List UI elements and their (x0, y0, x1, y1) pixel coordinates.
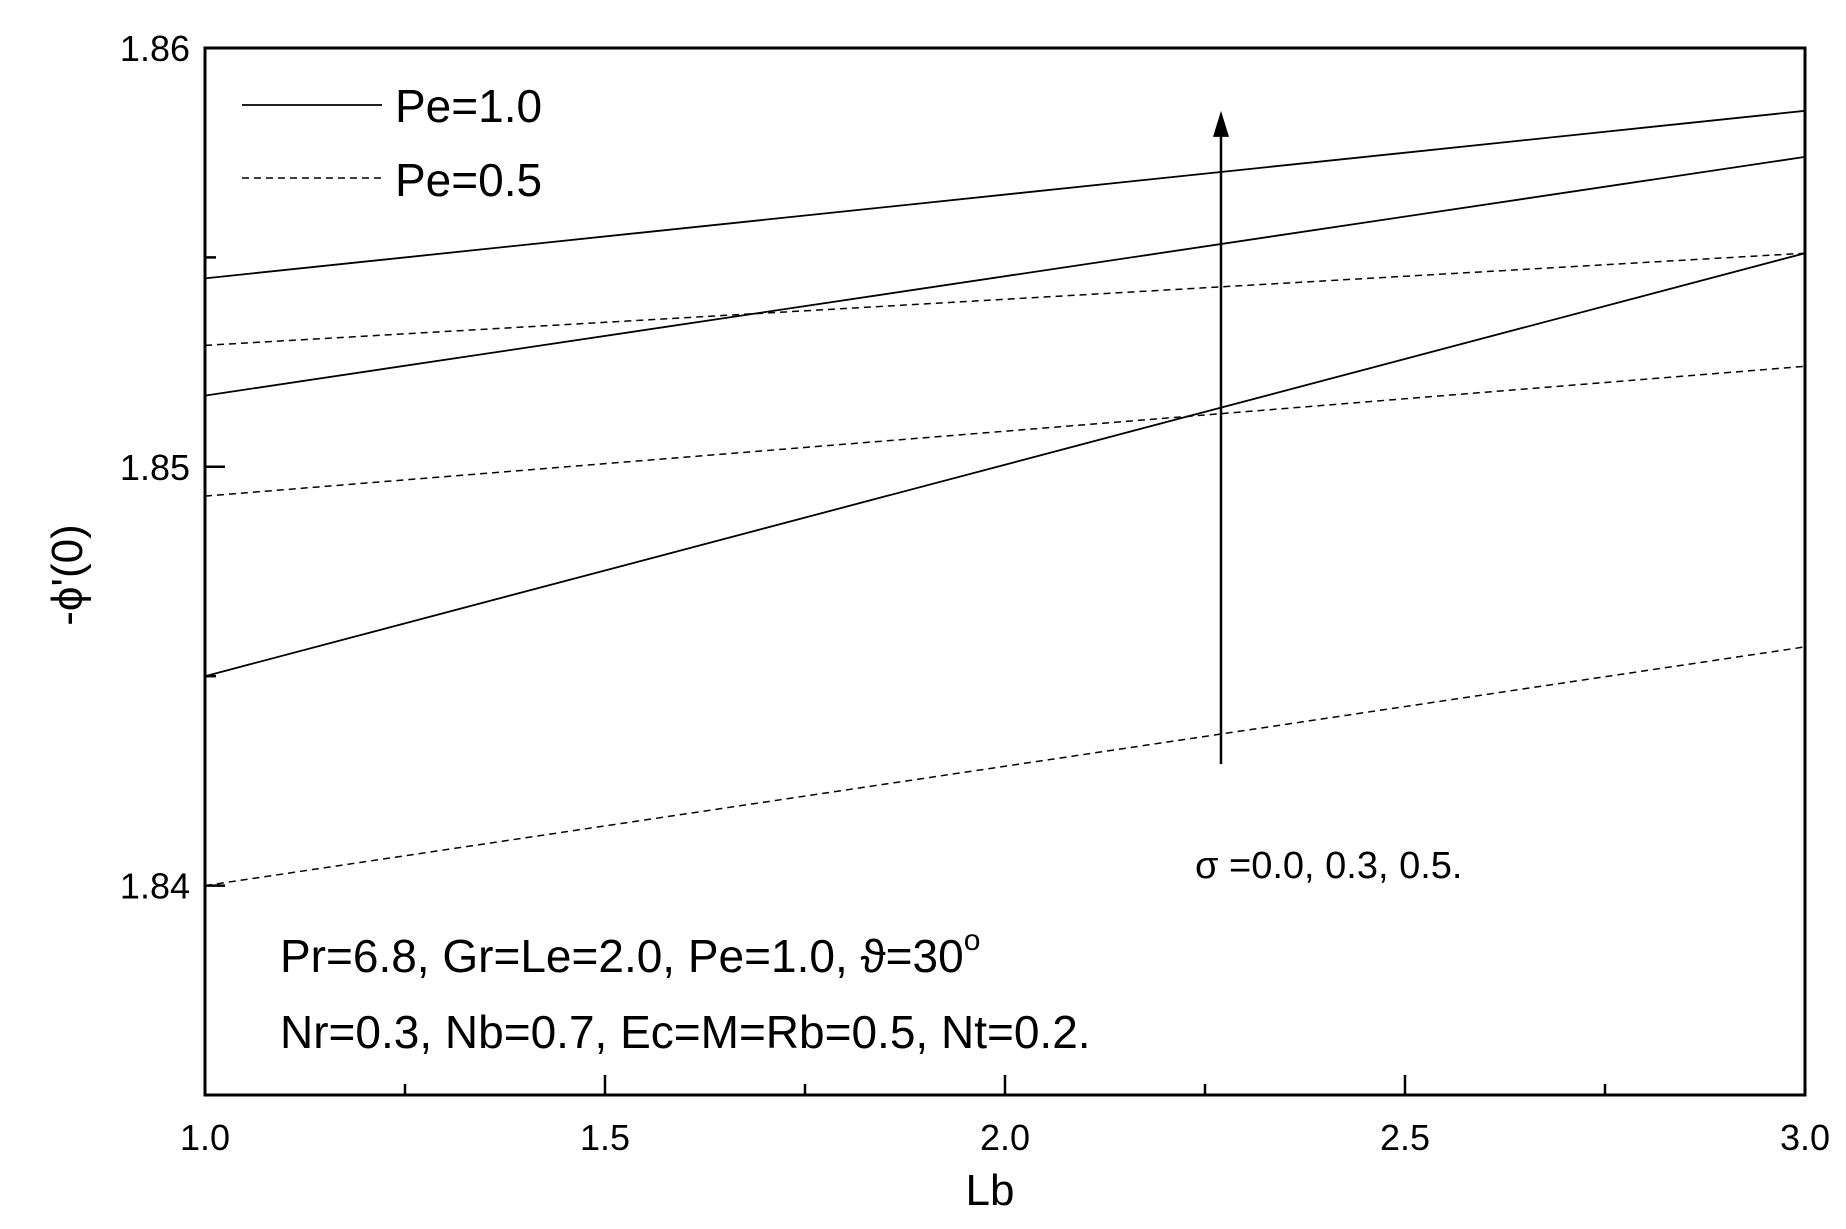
y-tick-label: 1.84 (120, 866, 190, 907)
series-line-pe10-sigma-00 (204, 252, 1806, 678)
legend: Pe=1.0 Pe=0.5 (242, 80, 542, 206)
x-tick-label: 2.0 (980, 1117, 1030, 1158)
x-tick-label: 1.5 (580, 1117, 630, 1158)
series-lines (204, 109, 1806, 887)
y-tick-label: 1.85 (120, 447, 190, 488)
y-axis-title: -ϕ'(0) (43, 524, 92, 625)
sigma-arrow-head (1213, 110, 1229, 137)
x-axis-title: Lb (966, 1166, 1015, 1215)
series-line-pe10-sigma-05 (204, 109, 1806, 280)
params-line-2: Nr=0.3, Nb=0.7, Ec=M=Rb=0.5, Nt=0.2. (280, 1006, 1091, 1058)
x-tick-label: 1.0 (180, 1117, 230, 1158)
series-line-pe05-sigma-03 (204, 365, 1806, 497)
series-line-pe10-sigma-03 (204, 155, 1806, 397)
x-tick-label: 2.5 (1380, 1117, 1430, 1158)
legend-label-pe-1: Pe=1.0 (395, 80, 542, 132)
y-tick-labels: 1.84 1.85 1.86 (120, 28, 190, 907)
x-tick-label: 3.0 (1780, 1117, 1830, 1158)
x-tick-labels: 1.0 1.5 2.0 2.5 3.0 (180, 1117, 1830, 1158)
axis-ticks (203, 46, 1807, 1095)
legend-label-pe-05: Pe=0.5 (395, 154, 542, 206)
y-tick-label: 1.86 (120, 28, 190, 69)
series-line-pe05-sigma-00 (204, 646, 1806, 887)
params-line-1: Pr=6.8, Gr=Le=2.0, Pe=1.0, ϑ=30o (280, 924, 980, 982)
sigma-annotation: σ =0.0, 0.3, 0.5. (1195, 845, 1462, 887)
series-line-pe05-sigma-05 (204, 252, 1806, 347)
